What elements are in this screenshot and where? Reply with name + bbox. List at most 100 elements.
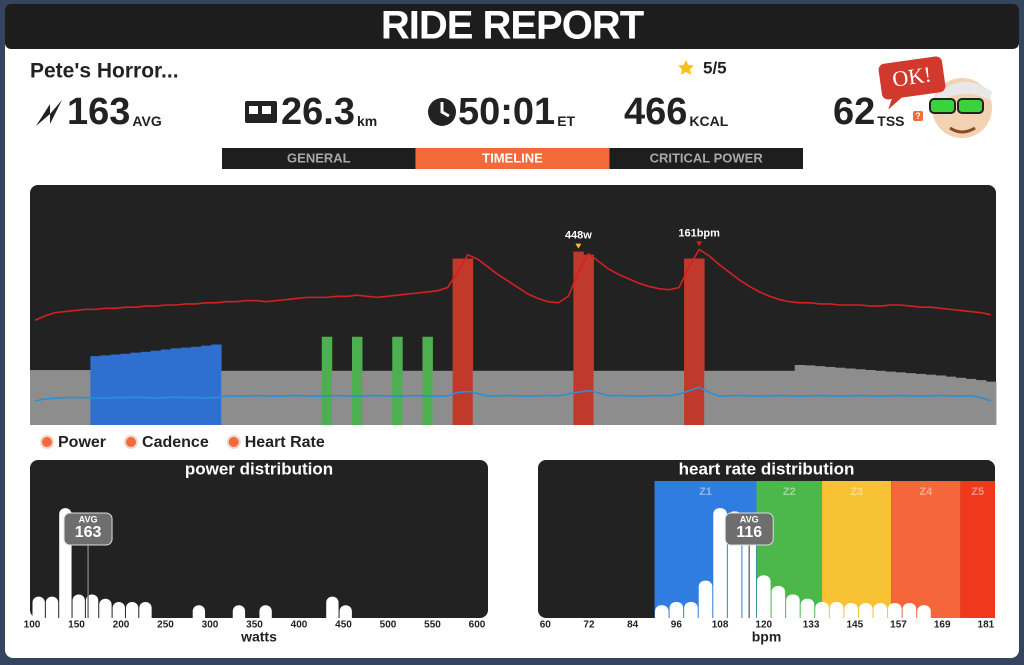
avatar-glasses	[929, 98, 956, 114]
power-bar	[341, 370, 353, 425]
power-bar	[100, 355, 111, 425]
zone-label: Z4	[919, 486, 933, 498]
tabs: GENERAL TIMELINE CRITICAL POWER	[222, 148, 803, 169]
star-icon	[678, 60, 694, 75]
power-bar	[724, 370, 735, 425]
hist-bar	[698, 580, 713, 624]
power-bar	[221, 370, 232, 425]
hist-bar	[326, 596, 339, 624]
power-bar	[231, 370, 242, 425]
stat-unit: ET	[557, 113, 575, 129]
power-bar	[573, 251, 584, 425]
power-bar	[331, 370, 343, 425]
x-tick-label: 96	[671, 620, 683, 631]
power-bar	[170, 348, 182, 425]
tab[interactable]	[415, 148, 610, 169]
power-bar	[583, 254, 594, 425]
power-panel	[30, 460, 488, 618]
power-bar	[90, 356, 101, 425]
series-line	[34, 248, 992, 322]
power-bar	[301, 370, 313, 425]
x-tick-label: 100	[24, 620, 41, 631]
power-bar	[321, 336, 333, 425]
power-bar	[482, 370, 494, 425]
zone	[960, 481, 995, 618]
stat-calories: 466 KCAL	[624, 91, 729, 133]
power-bar	[663, 370, 675, 425]
power-bar	[160, 349, 172, 425]
ride-name: Pete's Horror...	[30, 60, 179, 83]
stat-time: 50:01 ET	[458, 91, 576, 133]
x-tick-label: 400	[291, 620, 308, 631]
power-bar	[855, 369, 866, 425]
zone-label: Z3	[850, 486, 863, 498]
legend-label[interactable]: Cadence	[142, 434, 209, 451]
tab-label[interactable]: TIMELINE	[482, 150, 543, 165]
power-bar	[502, 370, 514, 425]
power-bar	[955, 377, 967, 425]
power-bar	[432, 370, 443, 425]
x-tick-label: 150	[68, 620, 85, 631]
power-bar	[352, 336, 363, 425]
x-tick-label: 250	[157, 620, 174, 631]
power-bar	[633, 370, 645, 425]
power-bar	[402, 370, 413, 425]
power-bar	[452, 258, 464, 425]
power-bar	[472, 370, 484, 425]
panel-foot	[538, 618, 995, 626]
help-mark[interactable]: ?	[915, 111, 921, 121]
tab[interactable]	[222, 148, 416, 169]
avg-caption: AVG	[740, 514, 759, 524]
stat-unit: KCAL	[689, 113, 728, 129]
chart-title: heart rate distribution	[679, 459, 855, 478]
speech-bubble	[878, 56, 946, 100]
power-bar	[945, 376, 957, 425]
distance-icon-part	[262, 106, 271, 114]
x-tick-label: 169	[934, 620, 951, 631]
avg-value: 163	[75, 524, 102, 541]
power-bar	[905, 373, 916, 425]
power-bar	[714, 370, 725, 425]
stat-value: 62	[833, 91, 875, 133]
power-bar	[523, 370, 534, 425]
power-bar	[603, 370, 615, 425]
x-tick-label: 450	[335, 620, 352, 631]
power-icon	[36, 100, 62, 126]
x-tick-label: 200	[113, 620, 130, 631]
legend-label[interactable]: Power	[58, 434, 106, 451]
power-bar	[784, 370, 796, 425]
power-bar	[543, 370, 554, 425]
tab-label[interactable]: GENERAL	[287, 150, 351, 165]
power-bar	[191, 346, 202, 425]
power-bar	[593, 370, 604, 425]
avg-box	[724, 512, 774, 546]
distance-icon-part	[249, 106, 258, 114]
power-bar	[140, 351, 152, 425]
power-bar	[653, 370, 665, 425]
power-bar	[372, 370, 383, 425]
power-bar	[734, 370, 745, 425]
power-bar	[462, 258, 474, 425]
power-bar	[875, 370, 886, 425]
series-line	[34, 386, 992, 402]
power-bar	[744, 370, 755, 425]
power-bar	[492, 370, 504, 425]
power-bar	[845, 368, 856, 425]
tab-label[interactable]: CRITICAL POWER	[650, 150, 764, 165]
annotation-marker	[696, 241, 703, 247]
x-tick-label: 500	[380, 620, 397, 631]
badge-text: OK!	[891, 61, 933, 91]
hist-bar	[786, 594, 800, 624]
power-bar	[764, 370, 776, 425]
power-bar	[382, 370, 393, 425]
tab[interactable]	[609, 148, 803, 169]
power-bar	[965, 378, 977, 425]
avatar-mouth	[949, 126, 976, 134]
avg-box	[63, 512, 113, 546]
annotation-marker	[575, 243, 582, 249]
power-bar	[150, 350, 162, 425]
legend-label[interactable]: Heart Rate	[245, 434, 325, 451]
avatar-glasses	[957, 98, 984, 114]
help-badge[interactable]	[913, 111, 923, 121]
stat-unit: TSS	[877, 113, 904, 129]
